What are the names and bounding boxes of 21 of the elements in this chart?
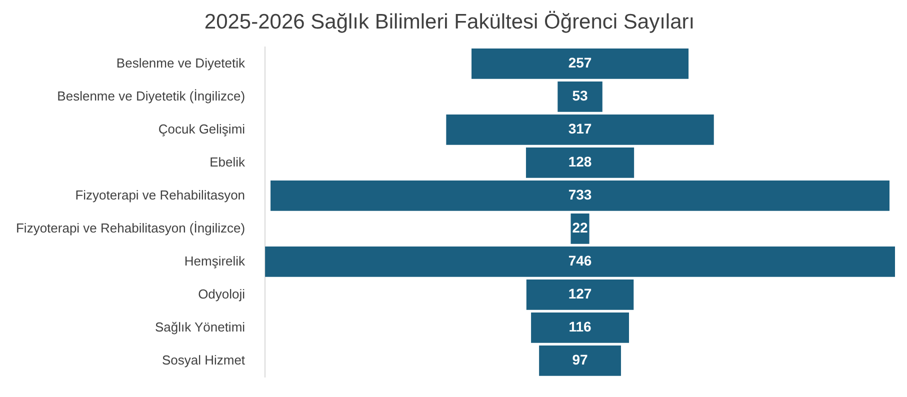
category-label: Beslenme ve Diyetetik (İngilizce)	[57, 88, 246, 104]
data-label: 746	[568, 252, 592, 269]
category-label: Hemşirelik	[184, 253, 246, 268]
category-label: Sağlık Yönetimi	[154, 319, 246, 334]
data-label: 116	[568, 318, 592, 335]
category-label: Odyoloji	[198, 286, 246, 302]
data-label: 127	[568, 286, 592, 302]
category-label: Ebelik	[210, 154, 246, 170]
data-label: 317	[568, 120, 592, 137]
category-label: Sosyal Hizmet	[162, 352, 246, 368]
category-label: Fizyoterapi ve Rehabilitasyon	[75, 187, 246, 202]
data-label: 22	[572, 220, 588, 236]
data-label: 53	[572, 88, 588, 104]
category-label: Fizyoterapi ve Rehabilitasyon (İngilizce)	[16, 220, 246, 236]
text: 2025-2026 Sağlık Bilimleri Fakültesi Öğrenci Sayıları	[204, 10, 695, 34]
data-label: 128	[568, 154, 592, 170]
data-label: 257	[568, 54, 592, 71]
category-label: Beslenme ve Diyetetik	[116, 55, 246, 70]
category-label: Çocuk Gelişimi	[158, 121, 246, 136]
data-label: 733	[568, 186, 592, 203]
data-label: 97	[572, 352, 588, 368]
